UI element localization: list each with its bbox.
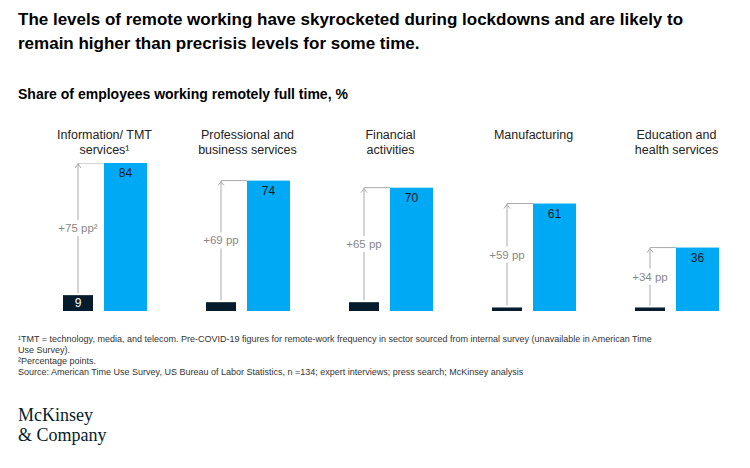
- svg-text:Education andhealth services: Education andhealth services: [635, 128, 718, 157]
- html-text:& Company: & Company: [18, 425, 107, 445]
- svg-text:61: 61: [548, 207, 562, 221]
- svg-text:84: 84: [119, 166, 133, 180]
- svg-text:Professional andbusiness servi: Professional andbusiness services: [198, 128, 297, 157]
- svg-text:Financialactivities: Financialactivities: [365, 128, 415, 157]
- html-text:McKinsey: McKinsey: [18, 405, 93, 425]
- svg-text:+75 pp²: +75 pp²: [58, 222, 97, 234]
- svg-text:+59 pp: +59 pp: [489, 249, 525, 261]
- svg-text:70: 70: [405, 191, 419, 205]
- svg-text:36: 36: [691, 251, 705, 265]
- html-text:¹TMT = technology, media, and: ¹TMT = technology, media, and telecom. P…: [18, 334, 652, 355]
- svg-text:74: 74: [262, 184, 276, 198]
- svg-text:+65 pp: +65 pp: [346, 238, 382, 250]
- svg-text:+34 pp: +34 pp: [632, 271, 668, 283]
- svg-text:+69 pp: +69 pp: [203, 234, 239, 246]
- html-text:²Percentage points.: ²Percentage points.: [18, 356, 96, 366]
- svg-text:Information/ TMTservices¹: Information/ TMTservices¹: [57, 128, 152, 157]
- html-text:The levels of remote working h: The levels of remote working have skyroc…: [18, 10, 684, 53]
- html-text:Source: American Time Use Surv: Source: American Time Use Survey, US Bur…: [18, 367, 524, 377]
- svg-text:9: 9: [75, 296, 82, 310]
- svg-text:Manufacturing: Manufacturing: [494, 128, 573, 142]
- html-text:Share of employees working rem: Share of employees working remotely full…: [18, 86, 348, 102]
